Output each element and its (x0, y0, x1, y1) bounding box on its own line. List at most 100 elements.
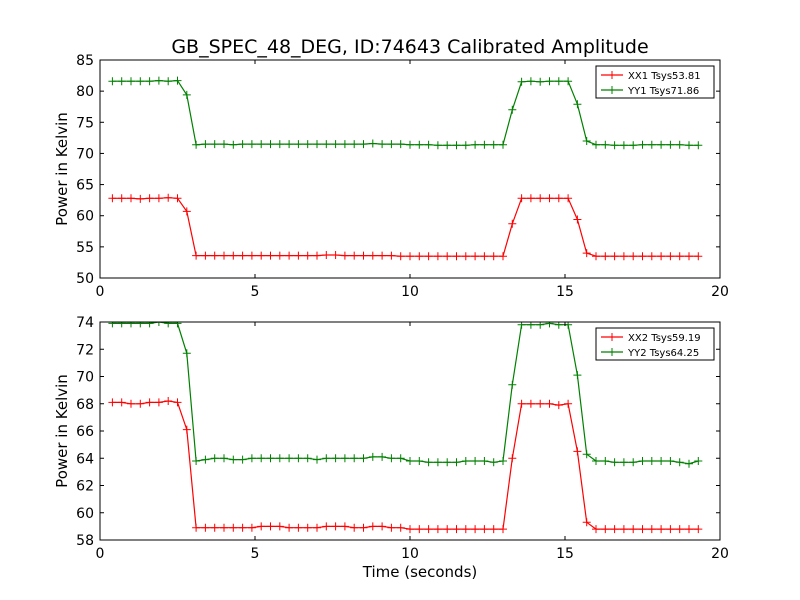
data-point (359, 523, 368, 532)
data-point (220, 140, 228, 149)
y-tick-label: 74 (76, 315, 94, 331)
data-point (480, 525, 489, 534)
data-point (340, 140, 349, 149)
series-2 (108, 322, 703, 468)
data-point (145, 194, 154, 203)
data-point (247, 251, 256, 260)
data-point (350, 454, 359, 463)
series-1 (108, 397, 703, 534)
data-point (136, 399, 145, 408)
data-point (536, 77, 545, 86)
data-point (247, 523, 256, 532)
data-point (220, 251, 228, 260)
data-point (275, 140, 284, 149)
data-point (601, 525, 610, 534)
data-point (471, 457, 480, 465)
y-tick-label: 64 (76, 451, 94, 467)
data-point (340, 251, 349, 260)
data-point (499, 140, 507, 149)
data-point (666, 252, 675, 261)
data-point (257, 522, 266, 531)
data-point (238, 455, 247, 464)
data-point (229, 251, 238, 260)
data-point (489, 252, 498, 261)
y-tick-label: 85 (76, 53, 94, 69)
data-point (471, 252, 480, 261)
data-point (573, 100, 582, 109)
data-point (601, 252, 610, 261)
data-point (406, 252, 414, 261)
data-point (508, 380, 517, 389)
data-point (610, 141, 619, 150)
data-point (378, 522, 387, 531)
data-point (443, 252, 452, 261)
data-point (238, 140, 247, 149)
data-point (619, 525, 628, 534)
data-point (368, 522, 377, 531)
data-point (303, 140, 312, 149)
data-point (657, 140, 666, 149)
data-point (210, 251, 219, 260)
data-point (303, 251, 312, 260)
data-point (368, 251, 377, 260)
data-point (210, 140, 219, 149)
data-point (480, 252, 489, 261)
data-point (173, 322, 182, 328)
data-point (694, 141, 703, 150)
data-point (685, 525, 693, 534)
chart-title: GB_SPEC_48_DEG, ID:74643 Calibrated Ampl… (171, 36, 648, 58)
y-tick-label: 60 (76, 506, 94, 522)
legend-swatch-marker (608, 86, 616, 94)
data-point (117, 194, 126, 203)
data-point (108, 398, 117, 407)
data-point (257, 454, 266, 463)
data-point (331, 140, 340, 149)
legend-swatch-marker (608, 348, 616, 356)
data-point (350, 140, 359, 149)
data-point (396, 140, 405, 149)
data-point (685, 252, 693, 261)
legend-item-2: YY2 Tsys64.25 (601, 348, 699, 359)
data-point (694, 457, 703, 465)
data-point (313, 251, 321, 260)
data-point (499, 252, 507, 261)
data-point (220, 523, 228, 532)
data-point (526, 194, 535, 203)
chart-bottom-panel: 0 5 10 15 20 58 60 62 64 66 68 70 72 74 Power in Kelvi… (53, 315, 729, 581)
data-point (424, 458, 433, 467)
data-point (657, 525, 666, 534)
data-point (601, 457, 610, 465)
data-point (108, 322, 117, 328)
data-point (675, 140, 684, 149)
data-point (554, 194, 563, 203)
data-point (247, 140, 256, 149)
data-point (619, 141, 628, 150)
data-point (322, 454, 331, 463)
x-tick-label: 0 (96, 546, 105, 562)
data-point (378, 251, 387, 260)
data-point (145, 398, 154, 407)
data-point (564, 77, 573, 86)
data-point (117, 77, 126, 86)
data-point (108, 77, 117, 86)
data-point (592, 140, 600, 149)
data-point (647, 525, 656, 534)
data-point (424, 252, 433, 261)
data-point (285, 454, 294, 463)
data-point (275, 454, 284, 463)
data-point (154, 322, 163, 326)
data-point (313, 455, 321, 464)
data-point (647, 140, 656, 149)
data-point (378, 452, 387, 461)
data-point (136, 77, 145, 86)
data-point (573, 371, 582, 380)
data-point (340, 454, 349, 463)
y-tick-label: 50 (76, 271, 94, 287)
data-point (154, 76, 163, 85)
x-tick-label: 15 (556, 546, 574, 562)
data-point (387, 454, 396, 463)
data-point (489, 525, 498, 534)
data-point (331, 454, 340, 463)
data-point (275, 251, 284, 260)
data-point (508, 454, 517, 463)
